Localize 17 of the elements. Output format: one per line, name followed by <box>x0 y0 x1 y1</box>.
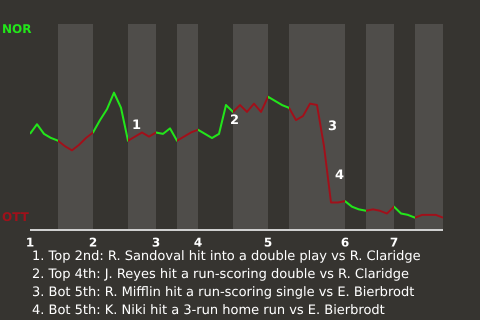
x-tick-label: 6 <box>340 236 350 250</box>
x-tick-label: 3 <box>152 236 160 250</box>
x-tick-label: 2 <box>88 236 98 250</box>
text: NOR <box>2 22 32 36</box>
annotation: 1 <box>132 118 142 133</box>
annotation: 2 <box>230 113 240 128</box>
text: 3. Bot 5th: R. Mifflin hit a run-scoring single vs E. Bierbrodt <box>32 284 416 302</box>
x-tick-label: 4 <box>194 236 202 250</box>
x-tick-label: 1 <box>26 236 34 250</box>
annotation: 3 <box>328 119 338 134</box>
text: OTT <box>2 210 29 224</box>
x-tick-label: 5 <box>264 236 272 250</box>
text: 4. Bot 5th: K. Niki hit a 3-run home run vs E. Bierbrodt <box>32 302 386 320</box>
text: 2. Top 4th: J. Reyes hit a run-scoring double vs R. Claridge <box>32 266 410 284</box>
text: 1. Top 2nd: R. Sandoval hit into a double play vs R. Claridge <box>32 248 422 266</box>
x-tick-label: 7 <box>390 236 398 250</box>
annotation: 4 <box>335 168 344 183</box>
